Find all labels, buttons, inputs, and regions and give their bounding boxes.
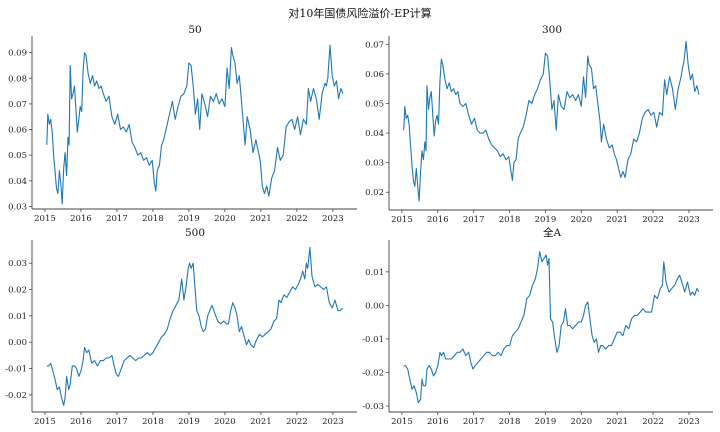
x-tick-label: 2020 xyxy=(214,214,236,224)
y-tick-label: 0.05 xyxy=(8,151,27,161)
y-tick-label: 0.03 xyxy=(8,259,27,269)
x-tick-label: 2021 xyxy=(606,417,628,427)
panel-500: 500 -0.02 -0.01 0.00 0.01 0.02 0.03 2015 2016 20… xyxy=(5,227,357,427)
plot-area: -0.03 -0.02 -0.01 0.00 0.01 2015 2016 2017 2018 2… xyxy=(362,240,713,427)
x-tick-label: 2017 xyxy=(463,215,485,225)
series-line-500 xyxy=(46,246,344,406)
y-tick-label: -0.03 xyxy=(362,402,384,412)
x-tick-label: 2023 xyxy=(322,214,344,224)
y-tick-label: 0.00 xyxy=(8,338,27,348)
y-tick-label: 0.01 xyxy=(365,268,384,278)
y-tick-label: 0.06 xyxy=(8,126,27,136)
x-tick-label: 2021 xyxy=(606,215,628,225)
y-tick-label: 0.04 xyxy=(8,177,27,187)
y-tick-label: 0.03 xyxy=(365,159,384,169)
x-tick-label: 2021 xyxy=(250,417,272,427)
y-tick-label: 0.07 xyxy=(8,100,27,110)
x-tick-label: 2022 xyxy=(286,417,308,427)
x-tick-label: 2020 xyxy=(570,417,592,427)
x-tick-label: 2020 xyxy=(570,215,592,225)
x-tick-label: 2018 xyxy=(499,417,521,427)
x-tick-label: 2017 xyxy=(463,417,485,427)
panel-all-a: 全A -0.03 -0.02 -0.01 0.00 0.01 2015 2016 2017 20… xyxy=(362,226,713,427)
y-tick-label: 0.04 xyxy=(365,129,384,139)
x-tick-label: 2019 xyxy=(178,417,200,427)
x-tick-label: 2017 xyxy=(106,417,128,427)
y-tick-label: 0.02 xyxy=(365,188,384,198)
x-tick-label: 2022 xyxy=(642,215,664,225)
y-tick-label: -0.01 xyxy=(362,335,384,345)
y-tick-label: -0.01 xyxy=(5,365,27,375)
x-tick-label: 2019 xyxy=(178,214,200,224)
x-tick-label: 2018 xyxy=(499,215,521,225)
figure-title: 对10年国债风险溢价-EP计算 xyxy=(288,6,431,20)
x-tick-label: 2019 xyxy=(535,215,557,225)
x-tick-label: 2019 xyxy=(535,417,557,427)
y-tick-label: 0.02 xyxy=(8,286,27,296)
y-tick-label: 0.09 xyxy=(8,49,27,59)
panel-50: 50 0.03 0.04 0.05 0.06 0.07 0.08 0.09 2015 2016 2… xyxy=(8,24,357,224)
x-tick-label: 2016 xyxy=(427,215,449,225)
y-tick-label: -0.02 xyxy=(5,391,27,401)
y-tick-label: 0.03 xyxy=(8,202,27,212)
x-tick-label: 2016 xyxy=(70,417,92,427)
plot-area: -0.02 -0.01 0.00 0.01 0.02 0.03 2015 2016 2017 20… xyxy=(5,240,357,427)
y-tick-label: -0.02 xyxy=(362,368,384,378)
x-tick-label: 2016 xyxy=(427,417,449,427)
x-tick-label: 2015 xyxy=(391,417,413,427)
panel-title: 500 xyxy=(185,227,205,239)
y-tick-label: 0.00 xyxy=(365,301,384,311)
series-line-50 xyxy=(46,44,344,205)
x-tick-label: 2015 xyxy=(34,417,56,427)
x-tick-label: 2018 xyxy=(142,417,164,427)
y-tick-label: 0.05 xyxy=(365,99,384,109)
panel-title: 300 xyxy=(542,24,562,36)
x-tick-label: 2021 xyxy=(250,214,272,224)
plot-area: 0.02 0.03 0.04 0.05 0.06 0.07 2015 2016 2017 2018… xyxy=(365,36,713,225)
x-tick-label: 2022 xyxy=(286,214,308,224)
x-tick-label: 2022 xyxy=(642,417,664,427)
x-tick-label: 2023 xyxy=(322,417,344,427)
x-tick-label: 2017 xyxy=(106,214,128,224)
x-tick-label: 2018 xyxy=(142,214,164,224)
x-tick-label: 2015 xyxy=(34,214,56,224)
x-tick-label: 2016 xyxy=(70,214,92,224)
y-tick-label: 0.01 xyxy=(8,312,27,322)
x-tick-label: 2020 xyxy=(214,417,236,427)
y-tick-label: 0.08 xyxy=(8,74,27,84)
series-line-300 xyxy=(403,40,700,202)
y-tick-label: 0.07 xyxy=(365,40,384,50)
panel-300: 300 0.02 0.03 0.04 0.05 0.06 0.07 2015 2016 2017… xyxy=(365,24,713,225)
x-tick-label: 2023 xyxy=(678,215,700,225)
x-tick-label: 2023 xyxy=(678,417,700,427)
plot-area: 0.03 0.04 0.05 0.06 0.07 0.08 0.09 2015 2016 2017… xyxy=(8,36,357,224)
series-line-全A xyxy=(403,251,700,404)
y-tick-label: 0.06 xyxy=(365,70,384,80)
panel-title: 50 xyxy=(188,24,201,36)
x-tick-label: 2015 xyxy=(391,215,413,225)
panel-title: 全A xyxy=(543,226,561,239)
